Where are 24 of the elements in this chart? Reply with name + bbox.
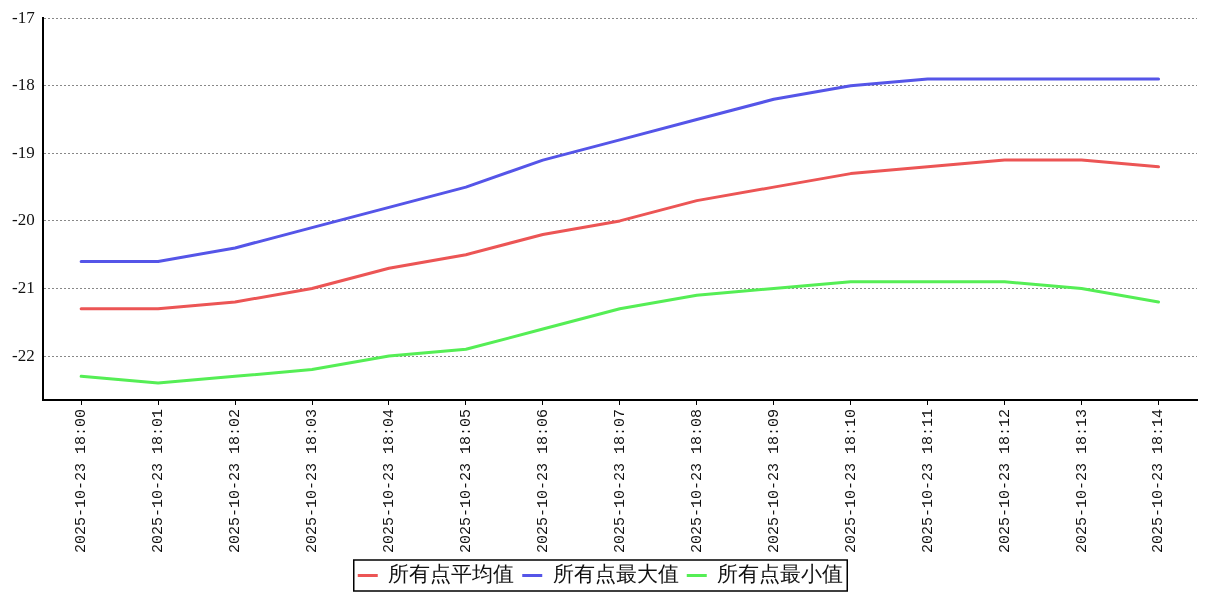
y-tick-label: -21 (11, 277, 35, 297)
x-tick-label: 2025-10-23 18:05 (457, 408, 475, 554)
legend-label: 所有点最大值 (552, 562, 679, 587)
x-tick-label: 2025-10-23 18:04 (380, 408, 398, 554)
legend-label: 所有点最小值 (717, 562, 844, 587)
x-tick-label: 2025-10-23 18:03 (303, 408, 321, 554)
y-tick-label: -20 (11, 210, 35, 230)
x-tick-label: 2025-10-23 18:08 (688, 408, 706, 554)
x-tick-label: 2025-10-23 18:00 (73, 408, 91, 554)
x-tick-label: 2025-10-23 18:12 (996, 408, 1014, 554)
x-tick-label: 2025-10-23 18:14 (1150, 408, 1168, 554)
x-tick-label: 2025-10-23 18:09 (765, 408, 783, 554)
x-tick-label: 2025-10-23 18:02 (227, 408, 245, 554)
y-tick-label: -19 (11, 142, 35, 162)
y-tick-label: -18 (11, 75, 35, 95)
x-tick-label: 2025-10-23 18:06 (534, 408, 552, 554)
x-tick-label: 2025-10-23 18:07 (611, 408, 629, 554)
y-tick-label: -22 (11, 345, 35, 365)
legend-label: 所有点平均值 (388, 562, 515, 587)
y-tick-label: -17 (11, 7, 36, 27)
x-tick-label: 2025-10-23 18:10 (842, 408, 860, 554)
x-tick-label: 2025-10-23 18:01 (150, 408, 168, 554)
x-tick-label: 2025-10-23 18:13 (1073, 408, 1091, 554)
x-tick-label: 2025-10-23 18:11 (919, 408, 937, 554)
